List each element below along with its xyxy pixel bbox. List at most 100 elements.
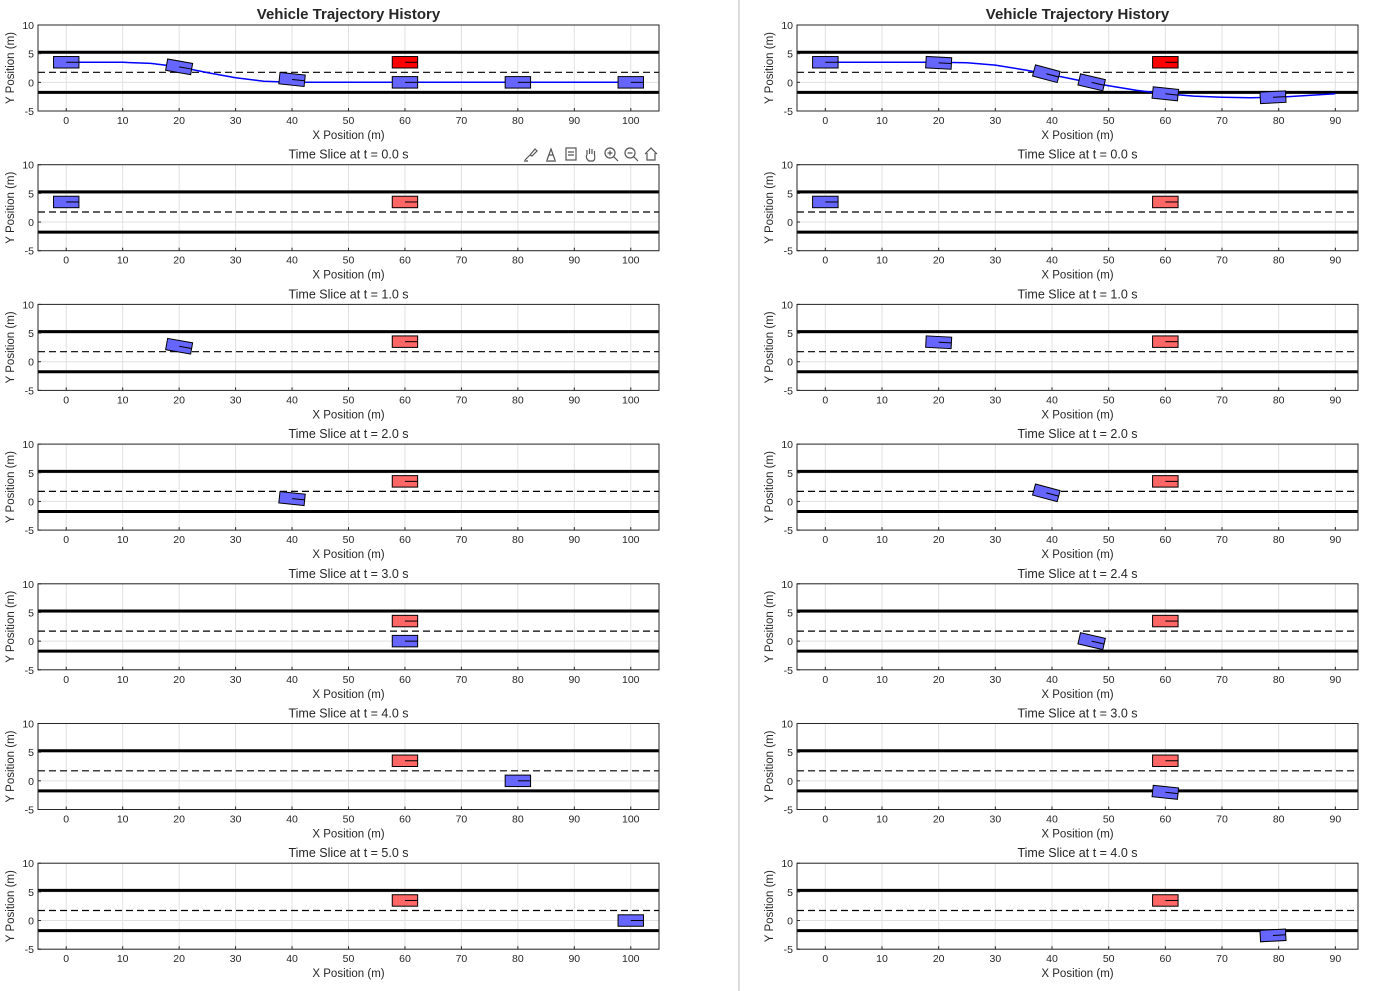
axes-title: Time Slice at t = 3.0 s: [288, 567, 408, 581]
axes-box: [796, 583, 1359, 671]
x-tick-label: 80: [1273, 534, 1285, 546]
axes-title: Time Slice at t = 0.0 s: [288, 148, 408, 162]
y-axis-label: Y Position (m): [764, 730, 776, 802]
x-tick-label: 60: [1159, 534, 1171, 546]
zoom-in-icon[interactable]: [602, 145, 620, 163]
x-tick-label: 10: [117, 674, 129, 686]
x-tick-label: 10: [117, 255, 129, 267]
axes-panel-left-3: Time Slice at t = 2.0 s0 10 20 30 40 50 60 70 80…: [5, 427, 660, 561]
x-tick-label: 10: [876, 394, 888, 406]
x-tick-label: 20: [933, 674, 945, 686]
y-tick-label: 0: [787, 636, 793, 648]
x-tick-label: 0: [822, 674, 828, 686]
x-tick-label: 40: [286, 255, 298, 267]
legend-icon[interactable]: [562, 145, 580, 163]
ego-vehicle-heading: [1272, 934, 1286, 936]
x-tick-label: 30: [230, 953, 242, 965]
y-tick-label: 5: [787, 188, 793, 200]
ego-vehicle-body: [1259, 90, 1287, 105]
x-tick-label: 30: [989, 814, 1001, 826]
obstacle-vehicle: [1152, 894, 1179, 907]
x-tick-label: 0: [63, 814, 69, 826]
y-tick-label: 10: [781, 719, 793, 731]
x-tick-label: 40: [286, 674, 298, 686]
home-icon[interactable]: [642, 145, 660, 163]
brush-icon[interactable]: [522, 145, 540, 163]
y-tick-label: 5: [787, 328, 793, 340]
y-axis-label: Y Position (m): [5, 311, 17, 383]
zoom-out-icon[interactable]: [622, 145, 640, 163]
y-tick-label: -5: [25, 246, 34, 258]
axes-panel-left-6: Time Slice at t = 5.0 s0 10 20 30 40 50 60 70 80…: [5, 846, 660, 980]
y-tick-label: -5: [25, 665, 34, 677]
x-tick-label: 0: [63, 394, 69, 406]
axes-title: Time Slice at t = 2.0 s: [1017, 427, 1137, 441]
axes-box: [796, 862, 1359, 950]
axes-box: [796, 443, 1359, 531]
y-axis-label: Y Position (m): [5, 870, 17, 942]
x-tick-label: 40: [286, 953, 298, 965]
y-tick-label: 5: [787, 747, 793, 759]
ego-vehicle: [165, 58, 194, 76]
ego-vehicle: [617, 76, 644, 89]
pan-hand-icon[interactable]: [582, 145, 600, 163]
x-tick-label: 10: [876, 534, 888, 546]
x-tick-label: 90: [568, 534, 580, 546]
x-tick-label: 80: [512, 534, 524, 546]
axes-title: Time Slice at t = 1.0 s: [1017, 287, 1137, 301]
x-tick-label: 40: [1046, 674, 1058, 686]
x-tick-label: 30: [230, 255, 242, 267]
ego-vehicle: [278, 71, 306, 88]
axes-panel-left-4: Time Slice at t = 3.0 s0 10 20 30 40 50 60 70 80…: [5, 567, 660, 701]
x-tick-label: 90: [568, 255, 580, 267]
x-tick-label: 0: [63, 953, 69, 965]
ego-vehicle-heading: [1272, 96, 1286, 98]
x-tick-label: 100: [622, 394, 640, 406]
x-tick-label: 50: [1103, 953, 1115, 965]
obstacle-vehicle: [1152, 195, 1179, 209]
y-tick-label: -5: [25, 385, 34, 397]
x-tick-label: 90: [568, 394, 580, 406]
ego-vehicle: [1031, 64, 1061, 84]
x-tick-label: 70: [1216, 115, 1228, 127]
x-tick-label: 70: [1216, 814, 1228, 826]
ego-vehicle-heading: [938, 62, 952, 65]
y-tick-label: 10: [781, 439, 793, 451]
x-tick-label: 20: [933, 255, 945, 267]
x-tick-label: 80: [512, 394, 524, 406]
x-tick-label: 20: [173, 255, 185, 267]
y-tick-label: -5: [784, 525, 793, 537]
datatip-icon[interactable]: [542, 145, 560, 163]
axes-box: [796, 164, 1359, 252]
axes-title: Vehicle Trajectory History: [986, 6, 1170, 23]
figure-left: Vehicle Trajectory History 0 10 20 30 40 50 60 7…: [5, 6, 660, 981]
obstacle-vehicle: [391, 335, 419, 348]
x-tick-label: 60: [399, 394, 411, 406]
x-tick-label: 80: [1273, 674, 1285, 686]
x-tick-label: 10: [117, 394, 129, 406]
x-tick-label: 10: [117, 953, 129, 965]
x-tick-label: 40: [1046, 255, 1058, 267]
ego-vehicle-heading: [291, 78, 305, 82]
axes-panel-left-1: Time Slice at t = 0.0 s0 10 20 30 40 50 60 70 80…: [5, 148, 660, 282]
axes-title: Time Slice at t = 4.0 s: [1017, 846, 1137, 860]
x-tick-label: 70: [456, 814, 468, 826]
axes-panel-right-1: Time Slice at t = 0.0 s0 10 20 30 40 50 60 70 80…: [764, 148, 1359, 282]
x-tick-label: 50: [343, 534, 355, 546]
obstacle-vehicle: [1152, 335, 1179, 348]
x-tick-label: 90: [1329, 255, 1341, 267]
y-tick-label: 5: [787, 468, 793, 480]
y-tick-label: -5: [784, 106, 793, 118]
x-axis-label: X Position (m): [312, 829, 384, 841]
axes-panel-left-2: Time Slice at t = 1.0 s0 10 20 30 40 50 60 70 80…: [5, 287, 660, 421]
x-tick-label: 70: [1216, 394, 1228, 406]
x-tick-label: 20: [173, 953, 185, 965]
x-tick-label: 20: [933, 115, 945, 127]
y-tick-label: 10: [781, 160, 793, 172]
x-tick-label: 20: [173, 674, 185, 686]
x-axis-label: X Position (m): [1041, 968, 1113, 980]
x-tick-label: 70: [456, 534, 468, 546]
ego-vehicle: [812, 195, 839, 209]
